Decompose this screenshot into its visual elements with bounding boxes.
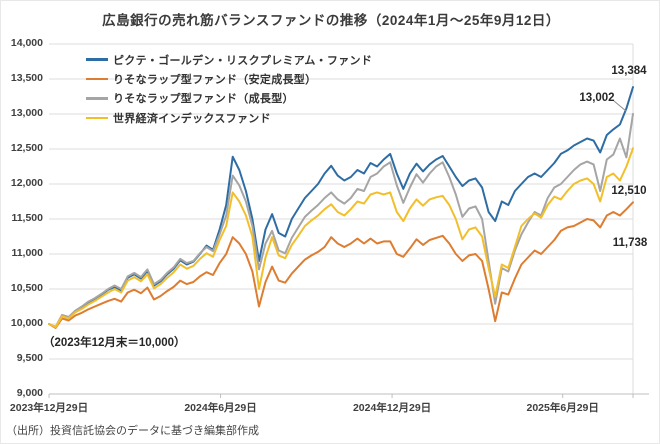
legend-item: りそなラップ型ファンド（成長型） xyxy=(86,89,372,108)
x-axis-tick-label: 2023年12月29日 xyxy=(9,402,89,414)
legend-line-marker xyxy=(86,116,108,120)
legend-label: りそなラップ型ファンド（成長型） xyxy=(113,93,294,106)
end-value-label: 13,002 xyxy=(579,92,615,104)
y-axis-tick-label: 11,000 xyxy=(11,247,43,259)
y-axis-tick-label: 11,500 xyxy=(11,212,43,224)
legend-item: りそなラップ型ファンド（安定成長型） xyxy=(86,69,372,88)
y-axis-tick-label: 12,500 xyxy=(10,142,43,154)
series-line xyxy=(48,201,634,329)
end-value-label: 11,738 xyxy=(612,237,648,249)
y-axis-tick-label: 13,000 xyxy=(10,107,43,119)
y-axis-tick-label: 10,500 xyxy=(10,282,43,294)
chart-title: 広島銀行の売れ筋バランスファンドの推移（2024年1月〜25年9月12日） xyxy=(102,13,560,28)
legend-line-marker xyxy=(86,97,108,100)
x-axis-tick-label: 2024年6月29日 xyxy=(184,402,257,414)
baseline-note: （2023年12月末＝10,000） xyxy=(43,337,186,349)
legend-label: 世界経済インデックスファンド xyxy=(113,112,271,125)
y-axis-tick-label: 12,000 xyxy=(10,177,43,189)
y-axis-tick-label: 9,000 xyxy=(16,387,43,399)
x-axis-tick-label: 2024年12月29日 xyxy=(352,402,432,414)
annotation-leader-line xyxy=(613,100,627,112)
end-value-label: 12,510 xyxy=(611,185,647,197)
series-line xyxy=(48,147,634,329)
y-axis-tick-label: 14,000 xyxy=(10,37,43,49)
legend-item: ピクテ・ゴールデン・リスクプレミアム・ファンド xyxy=(86,50,372,69)
source-note: （出所）投資信託協会のデータに基づき編集部作成 xyxy=(6,425,259,437)
y-axis-tick-label: 13,500 xyxy=(10,72,43,84)
y-axis-tick-label: 10,000 xyxy=(10,317,43,329)
legend-line-marker xyxy=(86,58,108,61)
x-axis-tick-label: 2025年6月29日 xyxy=(526,402,599,414)
series-line xyxy=(48,112,634,328)
end-value-label: 13,384 xyxy=(611,65,647,77)
legend-label: ピクテ・ゴールデン・リスクプレミアム・ファンド xyxy=(113,54,373,67)
y-axis-tick-label: 9,500 xyxy=(16,352,43,364)
legend-label: りそなラップ型ファンド（安定成長型） xyxy=(113,74,317,87)
legend-item: 世界経済インデックスファンド xyxy=(86,108,372,127)
legend-line-marker xyxy=(86,77,108,81)
legend: ピクテ・ゴールデン・リスクプレミアム・ファンド りそなラップ型ファンド（安定成長型… xyxy=(86,50,372,128)
